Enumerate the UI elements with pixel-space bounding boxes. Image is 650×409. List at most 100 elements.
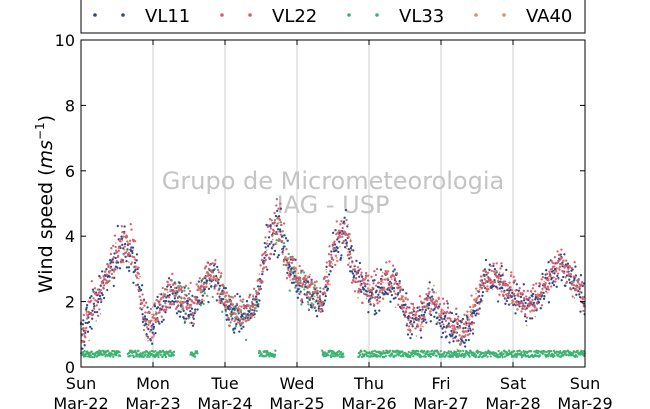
data-point (316, 296, 319, 299)
data-point (405, 292, 408, 295)
data-point (278, 218, 282, 222)
data-point (149, 330, 152, 333)
data-point (352, 249, 355, 252)
data-point (542, 291, 545, 295)
data-point (146, 326, 148, 328)
data-point (513, 297, 517, 300)
data-point (238, 330, 241, 333)
data-point (88, 339, 90, 342)
data-point (307, 303, 310, 306)
data-point (99, 284, 102, 287)
data-point (358, 292, 361, 294)
x-tick-label-date: Mar-28 (485, 394, 540, 409)
data-point (144, 317, 147, 320)
data-point (535, 301, 539, 304)
data-point (557, 253, 561, 257)
data-point (401, 350, 404, 353)
data-point (325, 265, 328, 269)
data-point (557, 350, 560, 353)
data-point (345, 241, 348, 244)
data-point (184, 284, 188, 287)
data-point (302, 271, 306, 274)
data-point (215, 278, 218, 281)
data-point (87, 320, 91, 324)
data-point (280, 223, 283, 227)
data-point (441, 327, 444, 330)
data-point (282, 263, 285, 267)
data-point (316, 294, 318, 297)
data-point (347, 263, 350, 267)
data-point (541, 275, 545, 279)
data-point (261, 271, 264, 273)
data-point (499, 280, 502, 283)
data-point (258, 299, 261, 302)
data-point (120, 258, 123, 261)
data-point (139, 275, 141, 278)
data-point (390, 291, 393, 294)
data-point (432, 291, 436, 294)
data-point (348, 250, 351, 253)
data-point (364, 285, 367, 288)
data-point (340, 254, 343, 257)
data-point (573, 277, 576, 280)
data-point (454, 331, 458, 334)
data-point (353, 290, 357, 293)
data-point (205, 272, 208, 275)
data-point (85, 310, 88, 313)
data-point (216, 268, 220, 272)
data-point (382, 281, 384, 284)
data-point (190, 307, 194, 310)
data-point (337, 349, 341, 353)
data-point (375, 312, 378, 315)
data-point (336, 246, 339, 250)
data-point (294, 278, 298, 281)
data-point (394, 306, 397, 309)
data-point (114, 245, 117, 249)
data-point (150, 336, 154, 339)
data-point (84, 355, 87, 358)
data-point (478, 283, 481, 286)
data-point (435, 322, 438, 326)
data-point (486, 276, 489, 279)
data-point (277, 230, 280, 233)
data-point (98, 308, 101, 311)
data-point (336, 257, 338, 259)
data-point (277, 238, 281, 241)
data-point (254, 303, 257, 307)
data-point (507, 349, 511, 352)
data-point (493, 278, 496, 282)
data-point (536, 351, 540, 355)
data-point (229, 299, 233, 303)
data-point (122, 247, 125, 250)
data-point (128, 253, 131, 256)
data-point (507, 287, 510, 291)
data-point (348, 232, 351, 236)
data-point (516, 308, 519, 311)
data-point (537, 294, 539, 296)
data-point (368, 300, 372, 303)
data-point (309, 278, 312, 281)
data-point (174, 292, 177, 295)
data-point (306, 300, 310, 304)
data-point (496, 354, 499, 357)
data-point (113, 252, 116, 255)
data-point (391, 264, 395, 267)
data-point (202, 302, 205, 306)
data-point (279, 233, 282, 236)
data-point (175, 289, 178, 292)
data-point (275, 204, 278, 207)
data-point (129, 223, 132, 226)
data-point (547, 279, 550, 282)
data-point (474, 299, 477, 302)
data-point (85, 317, 89, 320)
data-point (215, 299, 218, 302)
data-point (347, 247, 350, 251)
data-point (342, 220, 346, 223)
data-point (558, 355, 561, 358)
data-point (218, 284, 222, 287)
data-point (128, 242, 132, 246)
data-point (306, 287, 309, 290)
data-point (576, 349, 579, 353)
data-point (350, 281, 354, 284)
data-point (454, 351, 458, 354)
